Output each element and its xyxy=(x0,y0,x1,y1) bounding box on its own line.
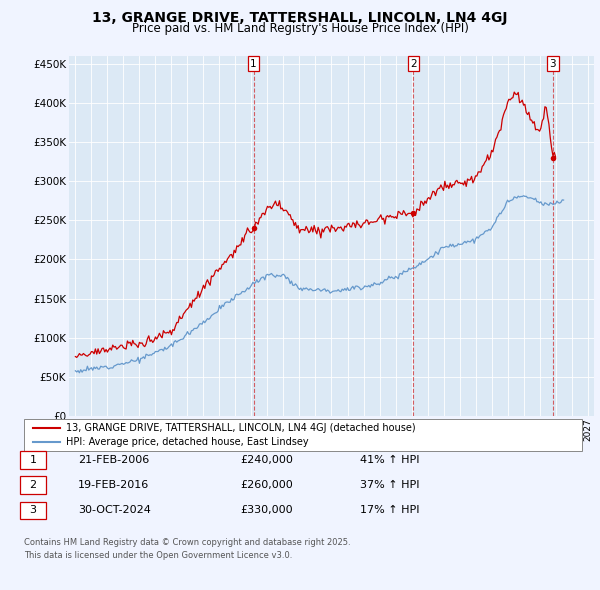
Text: 2: 2 xyxy=(410,59,417,69)
Text: 30-OCT-2024: 30-OCT-2024 xyxy=(78,506,151,515)
Text: 17% ↑ HPI: 17% ↑ HPI xyxy=(360,506,419,515)
Text: 41% ↑ HPI: 41% ↑ HPI xyxy=(360,455,419,465)
Text: 1: 1 xyxy=(29,455,37,465)
Text: Price paid vs. HM Land Registry's House Price Index (HPI): Price paid vs. HM Land Registry's House … xyxy=(131,22,469,35)
Text: 2: 2 xyxy=(29,480,37,490)
Text: HPI: Average price, detached house, East Lindsey: HPI: Average price, detached house, East… xyxy=(66,437,308,447)
Text: £330,000: £330,000 xyxy=(240,506,293,515)
Text: 3: 3 xyxy=(29,506,37,515)
Text: 37% ↑ HPI: 37% ↑ HPI xyxy=(360,480,419,490)
Text: 3: 3 xyxy=(550,59,556,69)
Text: £240,000: £240,000 xyxy=(240,455,293,465)
Text: Contains HM Land Registry data © Crown copyright and database right 2025.
This d: Contains HM Land Registry data © Crown c… xyxy=(24,538,350,559)
Text: 19-FEB-2016: 19-FEB-2016 xyxy=(78,480,149,490)
Text: 13, GRANGE DRIVE, TATTERSHALL, LINCOLN, LN4 4GJ: 13, GRANGE DRIVE, TATTERSHALL, LINCOLN, … xyxy=(92,11,508,25)
Text: 21-FEB-2006: 21-FEB-2006 xyxy=(78,455,149,465)
Text: 13, GRANGE DRIVE, TATTERSHALL, LINCOLN, LN4 4GJ (detached house): 13, GRANGE DRIVE, TATTERSHALL, LINCOLN, … xyxy=(66,423,416,433)
Text: 1: 1 xyxy=(250,59,257,69)
Text: £260,000: £260,000 xyxy=(240,480,293,490)
